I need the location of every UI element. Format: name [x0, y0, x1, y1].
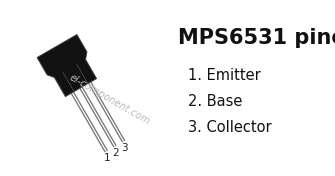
Text: 2: 2 — [113, 148, 119, 158]
Text: 2. Base: 2. Base — [188, 94, 243, 109]
Text: 1: 1 — [104, 153, 111, 163]
Text: MPS6531 pinout: MPS6531 pinout — [178, 28, 335, 48]
Text: 3: 3 — [121, 143, 128, 153]
Text: 1. Emitter: 1. Emitter — [188, 68, 261, 83]
Polygon shape — [37, 34, 96, 97]
Text: 3. Collector: 3. Collector — [188, 120, 272, 135]
Text: el-component.com: el-component.com — [68, 73, 152, 127]
